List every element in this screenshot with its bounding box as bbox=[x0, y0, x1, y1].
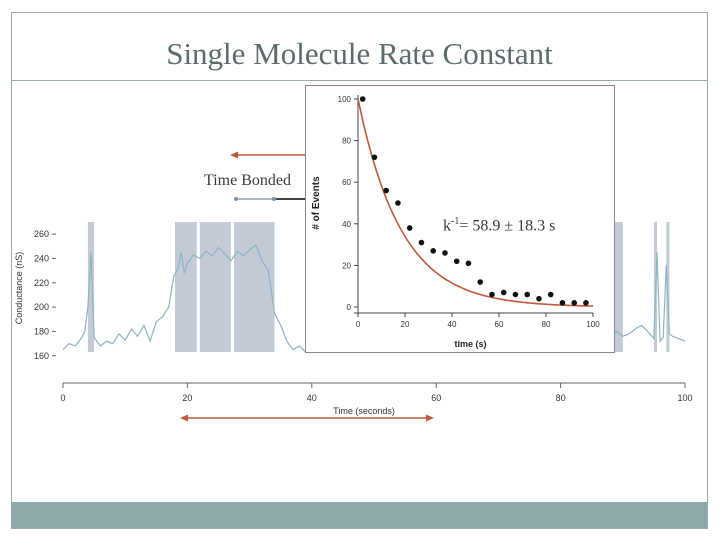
event-point bbox=[512, 291, 519, 298]
inset-x-tick-label: 40 bbox=[448, 320, 457, 329]
event-point bbox=[583, 300, 589, 306]
event-point bbox=[536, 295, 542, 302]
x-tick-label: 80 bbox=[556, 393, 566, 403]
rate-value: = 58.9 ± 18.3 s bbox=[459, 217, 556, 235]
footer-bar bbox=[12, 502, 707, 528]
inset-y-tick-label: 80 bbox=[342, 137, 351, 146]
top-arrow-head bbox=[230, 151, 238, 159]
event-decay-inset: 0 20 40 60 80 100 0 20 40 60 80 100 time (s) # of Eve… bbox=[305, 85, 615, 353]
event-point bbox=[453, 258, 460, 265]
inset-y-axis-label: # of Events bbox=[311, 176, 322, 230]
bottom-arrow-head-left bbox=[180, 414, 188, 422]
x-tick-label: 20 bbox=[182, 393, 192, 403]
inset-y-tick-label: 100 bbox=[338, 95, 352, 104]
y-tick-label: 220 bbox=[34, 278, 49, 288]
inset-x-tick-label: 100 bbox=[586, 320, 600, 329]
event-point bbox=[477, 279, 483, 285]
inset-y-tick-label: 0 bbox=[347, 303, 352, 312]
bonded-interval bbox=[87, 222, 95, 352]
event-point bbox=[359, 96, 366, 102]
event-point bbox=[559, 300, 566, 306]
event-point bbox=[406, 225, 413, 231]
x-tick-label: 40 bbox=[307, 393, 317, 403]
event-point bbox=[383, 187, 389, 194]
event-point bbox=[489, 291, 495, 298]
event-point bbox=[442, 250, 448, 256]
inset-y-tick-label: 60 bbox=[342, 178, 351, 187]
slide-border bbox=[11, 12, 708, 529]
exponential-fit-curve bbox=[357, 98, 594, 307]
bracket-end bbox=[272, 197, 276, 201]
rate-exponent: -1 bbox=[451, 216, 460, 227]
event-point bbox=[371, 154, 378, 161]
bracket-end bbox=[234, 197, 238, 201]
bonded-interval bbox=[199, 222, 231, 352]
event-point bbox=[547, 291, 554, 298]
y-axis-label: Conductance (nS) bbox=[14, 252, 24, 325]
event-point bbox=[524, 291, 530, 298]
inset-y-tick-label: 20 bbox=[342, 261, 351, 270]
exponential-fit-group bbox=[357, 98, 594, 307]
inset-y-tick-label: 40 bbox=[342, 220, 351, 229]
bonded-interval bbox=[174, 222, 197, 352]
x-tick-label: 60 bbox=[431, 393, 441, 403]
inset-x-axis-label: time (s) bbox=[454, 339, 486, 349]
slide-title: Single Molecule Rate Constant bbox=[166, 36, 553, 71]
x-tick-label: 100 bbox=[677, 393, 692, 403]
x-axis-label: Time (seconds) bbox=[333, 406, 395, 416]
event-point bbox=[571, 300, 577, 306]
event-points bbox=[359, 96, 589, 306]
y-tick-label: 180 bbox=[34, 326, 49, 336]
y-tick-label: 160 bbox=[34, 351, 49, 361]
event-point bbox=[465, 260, 472, 267]
y-tick-label: 200 bbox=[34, 302, 49, 312]
rate-constant-label: k-1= 58.9 ± 18.3 s bbox=[443, 216, 555, 235]
y-tick-label: 240 bbox=[34, 253, 49, 263]
bonded-interval bbox=[234, 222, 275, 352]
inset-x-tick-label: 80 bbox=[542, 320, 551, 329]
time-bonded-label: Time Bonded bbox=[204, 172, 291, 189]
inset-axes: 0 20 40 60 80 100 0 20 40 60 80 100 time (s) # of Eve… bbox=[311, 95, 600, 349]
inset-x-tick-label: 20 bbox=[401, 320, 410, 329]
event-point bbox=[430, 248, 436, 254]
x-tick-label: 0 bbox=[60, 393, 65, 403]
bottom-arrow-head-right bbox=[426, 414, 434, 422]
event-point bbox=[395, 200, 401, 206]
title-divider bbox=[12, 80, 707, 81]
rate-symbol: k bbox=[443, 217, 451, 235]
inset-x-tick-label: 0 bbox=[356, 320, 361, 329]
event-point bbox=[418, 239, 425, 246]
y-tick-label: 260 bbox=[34, 229, 49, 239]
inset-x-tick-label: 60 bbox=[495, 320, 504, 329]
event-decay-chart: 0 20 40 60 80 100 0 20 40 60 80 100 time (s) # of Eve… bbox=[311, 95, 600, 349]
event-point bbox=[500, 289, 507, 296]
